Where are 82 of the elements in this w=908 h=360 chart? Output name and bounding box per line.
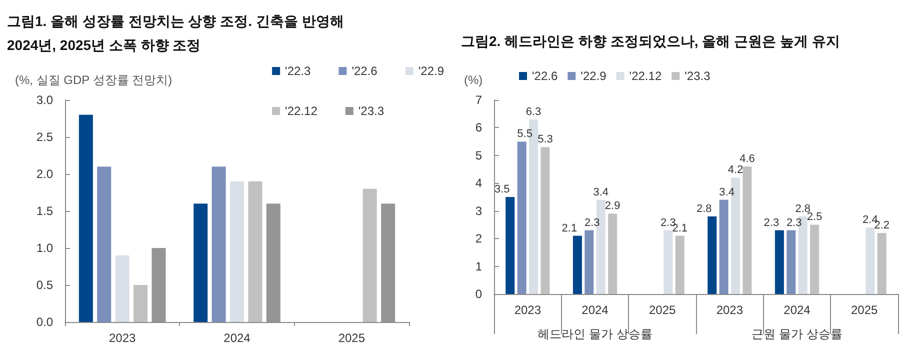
text: 근원 물가 상승률 xyxy=(752,327,842,341)
data-label: 4.6 xyxy=(740,153,755,166)
data-label: 2.1 xyxy=(562,222,578,234)
data-label: 3.5 xyxy=(494,184,510,196)
bar xyxy=(742,166,752,294)
y-tick-label: 0.5 xyxy=(36,278,54,292)
bar xyxy=(664,230,673,294)
x-tick-label: 2025 xyxy=(850,303,878,317)
data-label: 2.3 xyxy=(764,216,780,229)
chart-title: 그림2. 헤드라인은 하향 조정되었으나, 올해 근원은 높게 유지 xyxy=(461,33,840,49)
legend-label: '22.12 xyxy=(629,69,662,83)
bar xyxy=(212,166,226,322)
x-tick-label: 2023 xyxy=(108,331,136,345)
data-label: 5.5 xyxy=(517,128,532,140)
bar xyxy=(381,204,396,322)
legend-label: '22.9 xyxy=(418,64,444,78)
x-tick-label: 2025 xyxy=(338,331,366,345)
legend-label: '23.3 xyxy=(358,104,384,118)
data-label: 4.2 xyxy=(728,164,744,176)
bar xyxy=(866,227,875,294)
y-tick-label: 3 xyxy=(475,204,482,218)
y-tick-label: 1 xyxy=(475,259,482,274)
legend-label: '22.9 xyxy=(580,69,607,83)
legend-label: '22.12 xyxy=(285,104,318,118)
y-tick-label: 1.5 xyxy=(36,204,54,218)
bar xyxy=(362,188,377,322)
y-tick-label: 0.0 xyxy=(36,315,54,329)
bar xyxy=(266,204,280,322)
bar xyxy=(230,181,244,322)
text: 헤드라인 물가 상승률 xyxy=(538,327,652,341)
y-tick-label: 4 xyxy=(475,176,482,190)
data-label: 2.9 xyxy=(604,200,620,212)
legend-label: '22.6 xyxy=(352,64,378,78)
bar xyxy=(774,230,784,294)
x-tick-label: 2024 xyxy=(582,303,609,317)
y-axis-title: (%) xyxy=(464,73,483,87)
y-tick-label: 2 xyxy=(475,232,482,246)
y-tick-label: 0 xyxy=(475,287,482,301)
bar xyxy=(877,233,886,294)
bar xyxy=(152,248,166,322)
chart-title: 그림1. 올해 성장률 전망치는 상향 조정. 긴축을 반영해 2024년, 2025년 소폭 하향 조정 xyxy=(7,13,344,53)
legend-label: '22.6 xyxy=(532,69,558,83)
x-tick-label: 2023 xyxy=(514,303,542,317)
x-tick-label: 2023 xyxy=(716,303,744,317)
bar xyxy=(506,197,515,294)
data-label: 2.8 xyxy=(696,202,712,215)
bar xyxy=(786,230,796,294)
y-tick-label: 1.0 xyxy=(36,241,54,255)
bar xyxy=(115,255,130,322)
y-tick-label: 7 xyxy=(475,93,482,107)
legend-label: '23.3 xyxy=(684,69,711,83)
data-label: 3.4 xyxy=(593,186,608,198)
bar xyxy=(134,285,148,322)
bar xyxy=(248,181,262,322)
bar xyxy=(608,214,618,294)
data-label: 2.3 xyxy=(786,216,802,229)
x-tick-label: 2024 xyxy=(224,331,251,345)
bar xyxy=(810,224,820,294)
x-tick-label: 2024 xyxy=(784,303,811,317)
bar xyxy=(97,166,112,322)
bar xyxy=(572,236,582,294)
bar xyxy=(708,216,717,294)
bar xyxy=(517,142,526,294)
legend-label: '22.3 xyxy=(285,64,312,78)
bar xyxy=(719,200,728,294)
data-label: 2.3 xyxy=(584,216,600,229)
data-label: 2.5 xyxy=(806,211,822,224)
bar xyxy=(78,114,93,322)
bar xyxy=(540,147,550,294)
y-tick-label: 2.5 xyxy=(36,130,54,144)
bar xyxy=(675,236,684,294)
data-label: 5.3 xyxy=(538,134,553,146)
bar xyxy=(194,204,208,322)
data-label: 3.4 xyxy=(719,186,734,198)
y-tick-label: 2.0 xyxy=(36,167,54,181)
x-tick-label: 2025 xyxy=(648,303,676,317)
y-axis-title: (%, 실질 GDP 성장률 전망치) xyxy=(15,73,172,87)
y-tick-label: 5 xyxy=(475,148,482,162)
bar xyxy=(584,230,594,294)
data-label: 6.3 xyxy=(526,106,542,118)
y-tick-label: 3.0 xyxy=(36,93,54,107)
y-tick-label: 6 xyxy=(475,120,482,135)
